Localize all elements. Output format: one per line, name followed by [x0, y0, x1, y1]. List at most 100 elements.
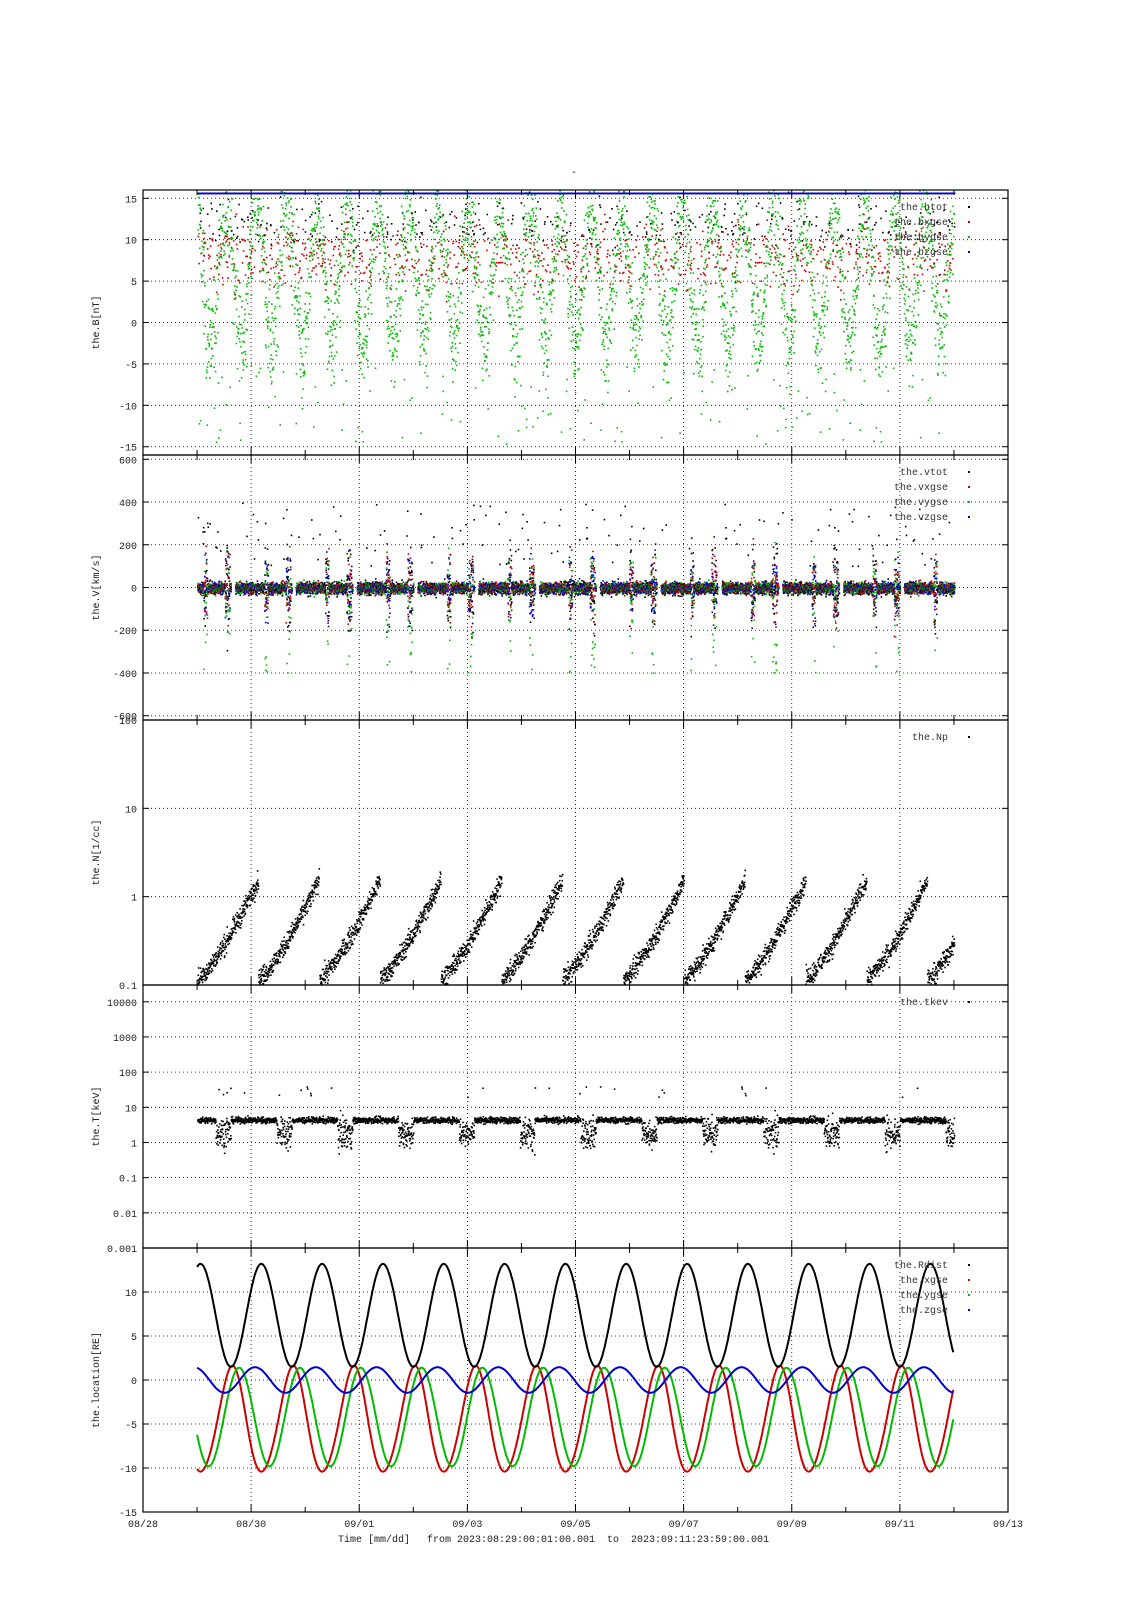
data-point: [438, 215, 441, 218]
data-point: [540, 345, 543, 348]
data-point: [578, 312, 581, 315]
data-point: [234, 285, 236, 287]
data-point: [624, 245, 627, 248]
data-point: [294, 286, 296, 289]
data-point: [348, 197, 351, 200]
data-point: [251, 277, 253, 279]
data-point: [357, 244, 359, 247]
data-point: [514, 292, 517, 294]
data-point: [315, 226, 317, 229]
data-point: [553, 269, 556, 272]
data-point: [300, 352, 302, 354]
data-point: [313, 228, 315, 230]
data-point: [374, 367, 377, 370]
data-point: [248, 313, 250, 315]
data-point: [264, 301, 267, 303]
data-point: [509, 258, 511, 260]
data-point: [517, 430, 520, 432]
data-point: [588, 251, 591, 253]
data-point: [402, 227, 405, 230]
data-point: [394, 381, 396, 383]
data-point: [329, 339, 331, 342]
data-point: [487, 342, 489, 345]
data-point: [385, 287, 388, 290]
data-point: [303, 254, 305, 257]
data-point: [550, 334, 553, 336]
data-point: [573, 361, 575, 364]
data-point: [269, 329, 272, 332]
data-point: [206, 424, 209, 426]
data-point: [205, 376, 207, 379]
data-point: [204, 241, 207, 244]
data-point: [624, 239, 626, 242]
data-point: [445, 258, 448, 261]
data-point: [612, 228, 615, 231]
data-point: [245, 293, 247, 295]
data-point: [558, 250, 560, 252]
data-point: [275, 262, 278, 265]
data-point: [590, 185, 592, 187]
data-point: [543, 244, 546, 246]
data-point: [281, 260, 283, 263]
data-point: [352, 225, 354, 227]
data-point: [571, 311, 573, 313]
data-point: [437, 190, 440, 192]
data-point: [566, 231, 568, 234]
data-point: [563, 235, 565, 237]
data-point: [492, 261, 495, 264]
data-point: [402, 244, 405, 246]
data-point: [457, 327, 459, 330]
data-point: [406, 153, 408, 155]
data-point: [557, 226, 559, 229]
data-point: [443, 272, 446, 274]
data-point: [466, 239, 469, 241]
data-point: [621, 272, 624, 275]
data-point: [563, 178, 565, 180]
data-point: [320, 243, 323, 245]
data-point: [224, 179, 226, 181]
data-point: [356, 245, 358, 247]
data-point: [556, 268, 558, 271]
data-point: [531, 207, 534, 210]
data-point: [334, 328, 337, 330]
data-point: [434, 193, 437, 196]
data-point: [408, 176, 410, 178]
data-point: [578, 317, 580, 320]
data-point: [379, 243, 381, 245]
data-point: [578, 308, 580, 311]
data-point: [430, 219, 432, 221]
data-point: [247, 268, 250, 270]
data-point: [307, 326, 310, 328]
data-point: [615, 295, 617, 297]
data-point: [344, 238, 347, 241]
data-point: [283, 245, 285, 247]
data-point: [351, 235, 353, 237]
data-point: [493, 236, 495, 239]
data-point: [405, 176, 407, 178]
data-point: [275, 354, 278, 357]
data-point: [334, 245, 336, 248]
data-point: [397, 256, 399, 258]
data-point: [318, 198, 320, 201]
data-point: [621, 441, 624, 443]
data-point: [617, 229, 620, 232]
data-point: [211, 326, 213, 328]
data-point: [240, 218, 243, 221]
data-point: [357, 205, 359, 208]
data-point: [241, 300, 244, 302]
data-point: [214, 335, 216, 337]
data-point: [405, 241, 408, 244]
data-point: [301, 208, 304, 211]
data-point: [455, 334, 458, 337]
data-point: [478, 219, 480, 221]
data-point: [366, 341, 368, 343]
data-point: [400, 239, 402, 241]
data-point: [228, 226, 230, 228]
data-point: [247, 277, 250, 279]
data-point: [265, 256, 268, 259]
data-point: [467, 238, 469, 240]
data-point: [461, 240, 463, 243]
data-point: [358, 347, 361, 349]
data-point: [382, 270, 384, 273]
data-point: [572, 347, 574, 349]
